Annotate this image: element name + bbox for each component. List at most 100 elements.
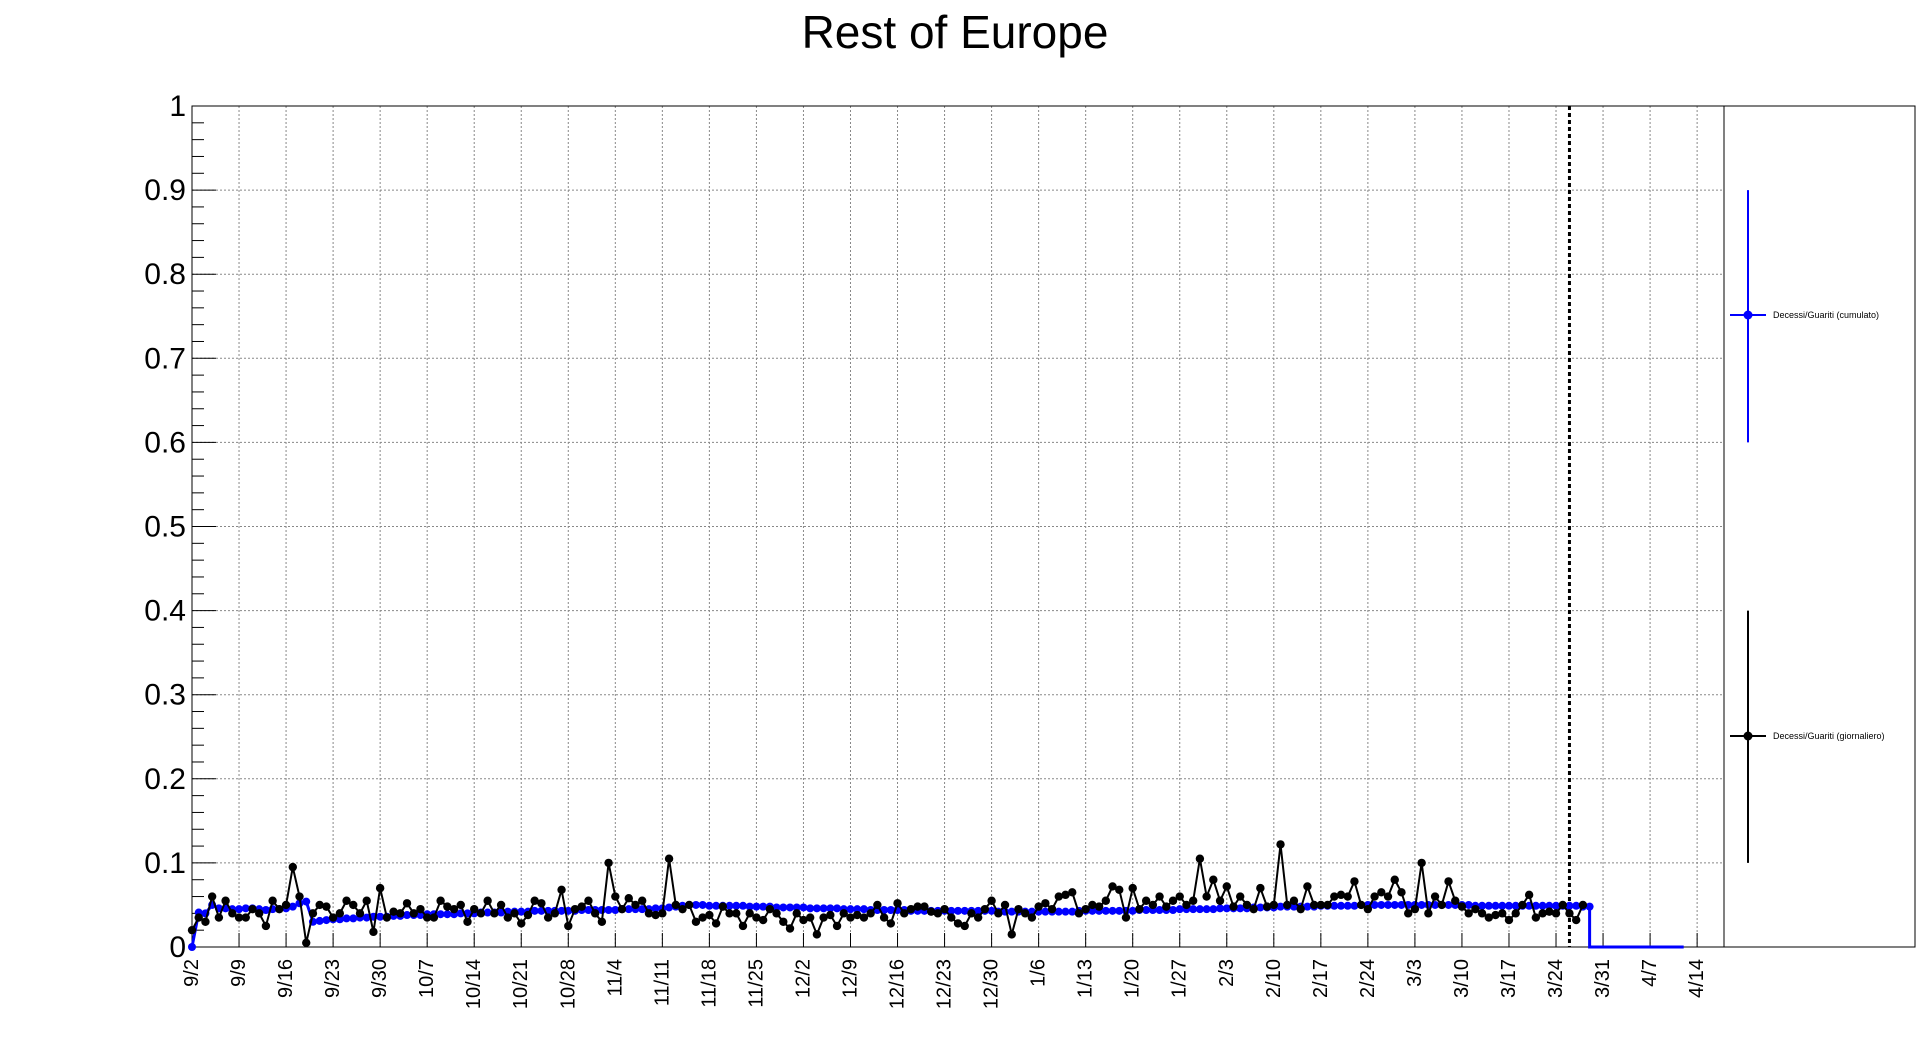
daily-data-point [785, 924, 795, 933]
cumulative-data-point [1195, 905, 1204, 914]
daily-data-point [557, 885, 566, 895]
cumulative-data-point [638, 905, 647, 914]
daily-data-point [1538, 909, 1547, 918]
x-tick-label: 1/20 [1122, 959, 1144, 998]
daily-data-point [651, 910, 660, 920]
daily-data-point [1330, 892, 1339, 901]
daily-data-point [826, 910, 835, 920]
daily-data-point [1182, 900, 1191, 910]
daily-data-point [819, 913, 828, 922]
daily-data-point [732, 909, 741, 918]
cumulative-data-point [1498, 901, 1507, 910]
daily-data-point [375, 883, 385, 893]
daily-data-point [1155, 892, 1164, 901]
cumulative-data-point [779, 903, 788, 912]
cumulative-data-point [1303, 902, 1312, 911]
daily-data-point [1276, 840, 1285, 849]
x-tick-label: 9/9 [228, 959, 250, 987]
daily-data-point [207, 892, 217, 901]
cumulative-data-point [611, 905, 620, 914]
daily-data-point [295, 892, 304, 901]
cumulative-data-point [987, 906, 996, 915]
cumulative-legend-label: Decessi/Guariti (cumulato) [1773, 310, 1879, 320]
daily-data-point [241, 913, 250, 922]
daily-data-point [1283, 900, 1292, 910]
daily-data-point [1141, 896, 1151, 905]
daily-data-point [1578, 900, 1588, 910]
cumulative-data-point [557, 906, 566, 915]
daily-data-point [1135, 904, 1144, 914]
x-tick-label: 10/7 [416, 959, 438, 998]
daily-data-point [530, 896, 539, 905]
daily-data-point [355, 909, 365, 918]
daily-data-point [590, 909, 600, 918]
x-tick-label: 3/31 [1592, 959, 1614, 998]
daily-data-point [1383, 892, 1393, 901]
cumulative-data-point [1088, 906, 1097, 915]
daily-data-point [1363, 904, 1373, 914]
daily-data-point [1511, 909, 1520, 918]
x-tick-label: 4/7 [1639, 959, 1661, 987]
cumulative-data-point [261, 905, 270, 914]
cumulative-data-point [954, 906, 962, 915]
cumulative-data-point [1511, 901, 1520, 910]
cumulative-data-point [1209, 905, 1218, 914]
cumulative-data-point [947, 906, 956, 915]
cumulative-data-point [1128, 906, 1137, 915]
chart-title: Rest of Europe [802, 6, 1109, 58]
daily-data-point [1464, 909, 1473, 918]
cumulative-data-point [1202, 905, 1211, 914]
daily-data-point [900, 909, 909, 918]
cumulative-data-point [443, 910, 452, 919]
daily-data-point [1343, 892, 1352, 901]
daily-data-point [1356, 900, 1366, 910]
daily-data-point [886, 919, 896, 928]
x-tick-label: 11/25 [745, 959, 767, 1008]
daily-data-point [725, 909, 734, 918]
daily-data-point [436, 896, 445, 905]
daily-data-point [550, 909, 560, 918]
daily-data-point [1424, 909, 1433, 918]
x-tick-label: 9/23 [322, 959, 344, 998]
x-tick-label: 9/2 [181, 959, 203, 987]
daily-data-point [1504, 915, 1514, 925]
cumulative-data-point [853, 905, 862, 914]
daily-data-point [1108, 882, 1117, 891]
daily-data-point [463, 917, 472, 926]
daily-data-point [832, 921, 842, 931]
daily-data-point [617, 904, 627, 914]
cumulative-data-point [1330, 901, 1339, 910]
cumulative-data-point [1101, 906, 1110, 915]
daily-data-point [214, 913, 224, 922]
daily-data-point [1074, 909, 1084, 918]
daily-data-point [577, 902, 586, 911]
daily-legend-marker [1743, 731, 1753, 741]
daily-data-point [281, 900, 291, 910]
cumulative-data-point [1189, 905, 1198, 914]
x-tick-label: 11/18 [698, 959, 720, 1008]
daily-data-point [678, 904, 687, 914]
daily-data-point [422, 913, 432, 922]
cumulative-data-point [812, 904, 821, 913]
y-tick-label: 0.6 [144, 426, 186, 459]
daily-data-point [685, 900, 694, 910]
cumulative-data-point [806, 904, 815, 913]
x-tick-label: 12/2 [792, 959, 814, 998]
x-tick-label: 10/28 [557, 959, 579, 1009]
daily-data-point [483, 896, 492, 905]
daily-data-point [859, 913, 869, 922]
daily-data-point [402, 899, 412, 908]
daily-data-point [470, 904, 479, 914]
x-tick-label: 11/11 [651, 959, 673, 1006]
cumulative-data-point [691, 900, 700, 909]
daily-data-point [805, 913, 815, 922]
daily-data-point [1242, 900, 1252, 910]
cumulative-data-point [188, 943, 196, 951]
daily-data-point [496, 900, 506, 910]
cumulative-data-point [1464, 900, 1473, 909]
daily-data-point [1041, 899, 1050, 908]
daily-data-point [389, 907, 398, 916]
cumulative-data-point [705, 901, 714, 910]
daily-data-point [510, 909, 519, 918]
x-tick-label: 2/17 [1310, 959, 1332, 998]
